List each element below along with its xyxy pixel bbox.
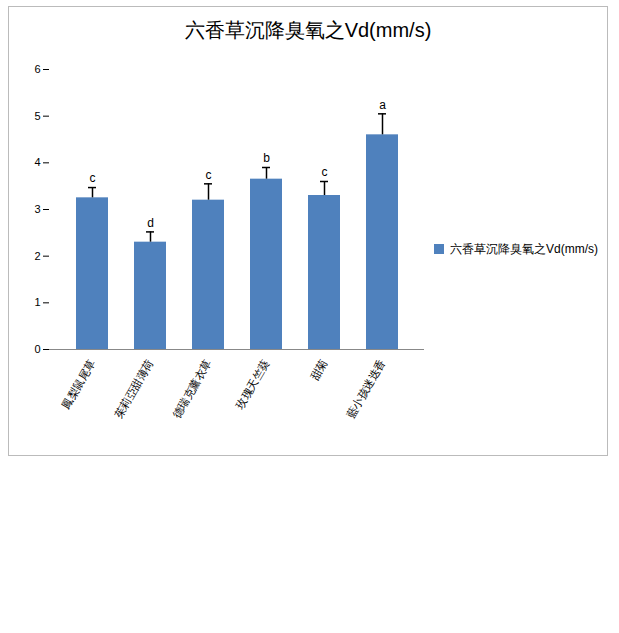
svg-text:6: 6	[34, 63, 40, 75]
html-text:六香草沉降臭氧之Vd(mm/s): 六香草沉降臭氧之Vd(mm/s)	[450, 241, 598, 256]
svg-text:甜菊: 甜菊	[308, 357, 329, 382]
svg-text:玫瑰天竺葵: 玫瑰天竺葵	[233, 357, 271, 411]
svg-text:藍小孩迷迭香: 藍小孩迷迭香	[344, 357, 387, 420]
svg-text:0: 0	[34, 343, 40, 355]
svg-text:b: b	[263, 151, 270, 165]
svg-text:4: 4	[34, 156, 40, 168]
svg-text:1: 1	[34, 296, 40, 308]
svg-text:3: 3	[34, 203, 40, 215]
svg-text:a: a	[379, 98, 386, 112]
svg-text:德瑞克薰衣草: 德瑞克薰衣草	[170, 357, 213, 420]
svg-text:茱莉亞甜薄荷: 茱莉亞甜薄荷	[112, 357, 155, 420]
svg-text:2: 2	[34, 250, 40, 262]
svg-text:c: c	[322, 165, 328, 179]
html-text:六香草沉降臭氧之Vd(mm/s): 六香草沉降臭氧之Vd(mm/s)	[184, 19, 432, 41]
svg-text:5: 5	[34, 110, 40, 122]
svg-text:c: c	[90, 171, 96, 185]
svg-text:c: c	[206, 168, 212, 182]
svg-text:鳳梨鼠尾草: 鳳梨鼠尾草	[59, 357, 97, 411]
svg-text:d: d	[147, 216, 154, 230]
